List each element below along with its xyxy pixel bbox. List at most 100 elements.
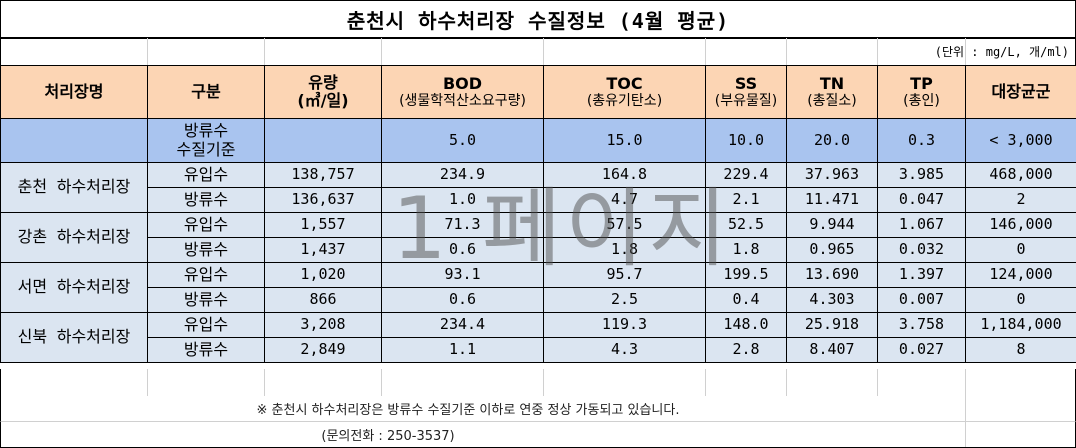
flow-cell: 136,637 [264, 187, 382, 213]
kind-cell: 방류수 [147, 337, 265, 363]
tp-cell: 1.067 [877, 212, 966, 238]
toc-cell: 119.3 [543, 312, 706, 338]
gridline [965, 38, 966, 65]
table-row: 강촌 하수처리장 유입수 1,557 71.3 57.5 52.5 9.944 … [0, 212, 1076, 263]
tp-cell: 0.032 [877, 237, 966, 263]
plant-name-cell: 서면 하수처리장 [0, 262, 148, 313]
tn-cell: 25.918 [786, 312, 878, 338]
kind-cell: 유입수 [147, 262, 265, 288]
table-row: 신북 하수처리장 유입수 3,208 234.4 119.3 148.0 25.… [0, 312, 1076, 363]
gridline [877, 38, 878, 65]
table-row: 서면 하수처리장 유입수 1,020 93.1 95.7 199.5 13.69… [0, 262, 1076, 313]
coliform-cell: 146,000 [965, 212, 1076, 238]
header-plant: 처리장명 [0, 65, 148, 119]
header-flow: 유량 (㎥/일) [264, 65, 382, 119]
ss-cell: 229.4 [705, 162, 787, 188]
sheet-title: 춘천시 하수처리장 수질정보 (4월 평균) [0, 0, 1076, 39]
coliform-cell: 468,000 [965, 162, 1076, 188]
bod-cell: 0.6 [381, 237, 544, 263]
coliform-cell: 0 [965, 237, 1076, 263]
tp-cell: 1.397 [877, 262, 966, 288]
gridline [965, 422, 966, 447]
bod-cell: 234.9 [381, 162, 544, 188]
gridline [877, 369, 878, 396]
header-bod: BOD (생물학적산소요구량) [381, 65, 544, 119]
toc-cell: 1.8 [543, 237, 706, 263]
footer-note-row: ※ 춘천시 하수처리장은 방류수 수질기준 이하로 연중 정상 가동되고 있습니… [0, 396, 1076, 422]
table-row: 방류수 136,637 1.0 4.7 2.1 11.471 0.047 2 [1, 187, 1076, 213]
ss-cell: 2.1 [705, 187, 787, 213]
gridline [786, 38, 787, 65]
bod-cell: 1.0 [381, 187, 544, 213]
bod-cell: 0.6 [381, 287, 544, 313]
flow-cell: 138,757 [264, 162, 382, 188]
tp-cell: 0.007 [877, 287, 966, 313]
title-text: 춘천시 하수처리장 수질정보 (4월 평균) [346, 8, 730, 33]
bod-cell: 71.3 [381, 212, 544, 238]
toc-cell: 164.8 [543, 162, 706, 188]
tn-cell: 8.407 [786, 337, 878, 363]
table-row: 방류수 1,437 0.6 1.8 1.8 0.965 0.032 0 [1, 237, 1076, 263]
gridline [786, 369, 787, 396]
water-quality-table: 처리장명 구분 유량 (㎥/일) BOD (생물학적산소요구량) TOC (총유기탄소… [0, 65, 1076, 363]
gridline [705, 369, 706, 396]
tn-cell: 13.690 [786, 262, 878, 288]
tn-cell: 37.963 [786, 162, 878, 188]
gridline [965, 396, 966, 422]
gridline [147, 369, 148, 396]
kind-cell: 유입수 [147, 162, 265, 188]
ss-cell: 0.4 [705, 287, 787, 313]
gridline [381, 369, 382, 396]
gridline [543, 369, 544, 396]
gridline [147, 38, 148, 65]
flow-cell: 1,437 [264, 237, 382, 263]
toc-cell: 57.5 [543, 212, 706, 238]
standard-ss-cell: 10.0 [705, 118, 787, 163]
coliform-cell: 2 [965, 187, 1076, 213]
toc-cell: 4.7 [543, 187, 706, 213]
tn-cell: 4.303 [786, 287, 878, 313]
gridline [264, 369, 265, 396]
flow-cell: 3,208 [264, 312, 382, 338]
ss-cell: 2.8 [705, 337, 787, 363]
bod-cell: 234.4 [381, 312, 544, 338]
kind-cell: 방류수 [147, 237, 265, 263]
standard-tn-cell: 20.0 [786, 118, 878, 163]
toc-cell: 95.7 [543, 262, 706, 288]
tp-cell: 0.027 [877, 337, 966, 363]
kind-cell: 유입수 [147, 212, 265, 238]
ss-cell: 52.5 [705, 212, 787, 238]
plant-name-cell: 신북 하수처리장 [0, 312, 148, 363]
header-kind: 구분 [147, 65, 265, 119]
coliform-cell: 1,184,000 [965, 312, 1076, 338]
flow-cell: 1,557 [264, 212, 382, 238]
gridline [381, 38, 382, 65]
gridline [965, 369, 966, 396]
standard-flow-cell [264, 118, 382, 163]
bod-cell: 1.1 [381, 337, 544, 363]
standard-row: 방류수 수질기준 5.0 15.0 10.0 20.0 0.3 < 3,000 [0, 118, 1076, 163]
standard-tp-cell: 0.3 [877, 118, 966, 163]
flow-cell: 1,020 [264, 262, 382, 288]
header-row: 처리장명 구분 유량 (㎥/일) BOD (생물학적산소요구량) TOC (총유기탄소… [0, 65, 1076, 119]
tp-cell: 3.758 [877, 312, 966, 338]
header-ss: SS (부유물질) [705, 65, 787, 119]
kind-cell: 유입수 [147, 312, 265, 338]
standard-toc-cell: 15.0 [543, 118, 706, 163]
gridline [543, 38, 544, 65]
table-row: 방류수 2,849 1.1 4.3 2.8 8.407 0.027 8 [1, 337, 1076, 363]
gridline [705, 38, 706, 65]
gridline [264, 38, 265, 65]
flow-cell: 866 [264, 287, 382, 313]
sheet-border [0, 369, 1, 397]
standard-plant-cell [0, 118, 148, 163]
standard-bod-cell: 5.0 [381, 118, 544, 163]
header-tp: TP (총인) [877, 65, 966, 119]
ss-cell: 148.0 [705, 312, 787, 338]
header-coliform: 대장균군 [965, 65, 1076, 119]
tp-cell: 3.985 [877, 162, 966, 188]
standard-coliform-cell: < 3,000 [965, 118, 1076, 163]
tn-cell: 9.944 [786, 212, 878, 238]
footer-contact-row: (문의전화 : 250-3537) [0, 422, 1076, 448]
